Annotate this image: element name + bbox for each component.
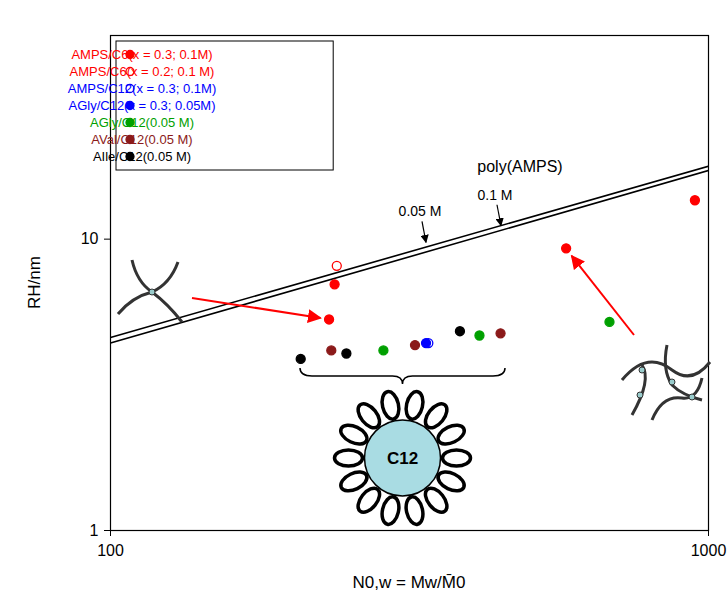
svg-text:C12: C12	[387, 449, 418, 468]
svg-text:0.05 M: 0.05 M	[399, 203, 442, 219]
svg-text:1000: 1000	[691, 542, 727, 559]
svg-text:AMPS/C6(x = 0.2; 0.1 M): AMPS/C6(x = 0.2; 0.1 M)	[70, 64, 215, 79]
svg-text:AVal/C12(0.05 M): AVal/C12(0.05 M)	[91, 132, 192, 147]
svg-text:RH/nm: RH/nm	[25, 256, 44, 309]
svg-text:AGly/C12(x = 0.3; 0.05M): AGly/C12(x = 0.3; 0.05M)	[68, 98, 215, 113]
svg-text:poly(AMPS): poly(AMPS)	[477, 158, 562, 175]
svg-text:N0,w = Mw/M̄0: N0,w = Mw/M̄0	[353, 573, 466, 592]
svg-text:AMPS/C12(x = 0.3; 0.1M): AMPS/C12(x = 0.3; 0.1M)	[68, 81, 216, 96]
svg-text:10: 10	[81, 230, 99, 247]
svg-text:100: 100	[97, 542, 124, 559]
svg-text:1: 1	[90, 522, 99, 539]
svg-text:AIle/C12(0.05 M): AIle/C12(0.05 M)	[93, 149, 191, 164]
svg-text:AMPS/C6(x = 0.3; 0.1M): AMPS/C6(x = 0.3; 0.1M)	[71, 47, 212, 62]
svg-text:AGly/C12(0.05 M): AGly/C12(0.05 M)	[90, 115, 194, 130]
svg-text:0.1 M: 0.1 M	[477, 187, 512, 203]
